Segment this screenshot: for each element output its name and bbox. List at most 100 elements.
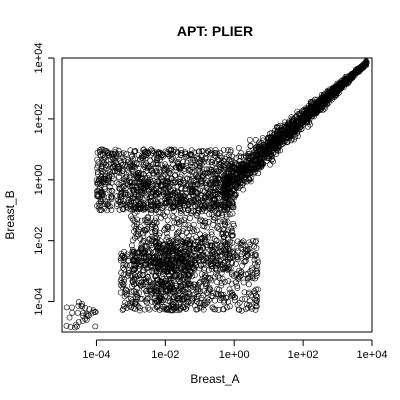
data-point (189, 169, 195, 175)
data-point (102, 172, 108, 179)
data-point (254, 263, 260, 269)
data-point (173, 253, 180, 259)
data-point (226, 196, 233, 203)
data-point (301, 118, 307, 125)
data-point (216, 226, 222, 232)
data-point (137, 194, 143, 201)
data-point (104, 149, 111, 156)
data-point (138, 247, 145, 254)
data-point (177, 152, 184, 159)
data-point (145, 164, 152, 171)
data-point (150, 148, 157, 155)
data-point (252, 251, 258, 258)
data-point (251, 288, 258, 294)
data-point (174, 253, 181, 260)
data-point (186, 249, 192, 255)
data-point (229, 178, 236, 185)
data-point (136, 161, 142, 167)
data-point (69, 304, 75, 311)
data-point (176, 289, 183, 296)
data-point (115, 147, 122, 154)
data-point (220, 190, 227, 197)
data-point (156, 168, 163, 175)
data-point (185, 207, 192, 213)
data-point (230, 178, 236, 184)
data-point (159, 287, 165, 294)
data-point (225, 245, 231, 252)
data-point (175, 179, 182, 185)
data-point (130, 279, 137, 285)
data-point (132, 155, 138, 162)
data-point (164, 217, 171, 224)
data-point (155, 265, 162, 272)
data-point (292, 133, 299, 140)
data-point (176, 253, 182, 259)
data-point (117, 282, 124, 288)
data-point (99, 196, 106, 203)
data-point (234, 285, 241, 291)
data-point (350, 73, 356, 79)
data-point (251, 243, 257, 250)
data-point (173, 265, 180, 272)
data-point (67, 324, 74, 330)
data-point (194, 210, 201, 217)
data-point (141, 163, 148, 170)
data-point (255, 259, 261, 266)
data-point (136, 271, 143, 278)
data-point (204, 295, 211, 302)
data-point (124, 301, 131, 308)
data-point (166, 276, 173, 282)
data-point (109, 154, 116, 161)
data-point (201, 299, 208, 306)
data-point (183, 175, 190, 182)
data-point (142, 297, 149, 304)
data-point (121, 278, 127, 285)
data-point (171, 146, 178, 153)
data-point (153, 183, 160, 190)
data-point (178, 150, 185, 156)
data-point (268, 156, 275, 163)
data-point (167, 191, 174, 198)
data-point (179, 241, 186, 247)
data-point (184, 153, 191, 160)
data-point (226, 170, 233, 176)
data-point (210, 216, 217, 223)
data-point (192, 260, 199, 266)
data-point (119, 154, 126, 161)
data-point (102, 201, 108, 207)
data-point (270, 158, 276, 165)
data-point (214, 285, 221, 292)
data-point (148, 197, 154, 204)
data-point (215, 286, 222, 293)
data-point (206, 211, 213, 218)
data-point (208, 228, 215, 235)
data-point (209, 246, 216, 253)
data-point (131, 148, 138, 155)
data-point (217, 166, 224, 173)
data-point (219, 229, 226, 236)
data-point (207, 286, 214, 293)
data-point (195, 282, 202, 288)
data-point (148, 210, 154, 216)
data-point (120, 150, 127, 156)
data-point (191, 228, 198, 234)
data-point (216, 258, 223, 264)
data-point (158, 174, 165, 181)
data-point (282, 137, 288, 144)
data-point (183, 203, 190, 210)
x-tick-label: 1e+02 (288, 349, 319, 361)
data-point (229, 194, 236, 200)
data-point (160, 211, 167, 218)
data-point (130, 205, 137, 212)
data-point (97, 152, 104, 159)
data-point (105, 167, 112, 173)
data-point (112, 146, 119, 153)
data-point (156, 294, 163, 301)
data-point (225, 170, 232, 177)
data-point (195, 195, 201, 202)
data-point (160, 191, 167, 198)
data-point (209, 304, 216, 311)
data-point (195, 288, 202, 294)
data-point (240, 166, 247, 172)
data-point (132, 250, 138, 257)
